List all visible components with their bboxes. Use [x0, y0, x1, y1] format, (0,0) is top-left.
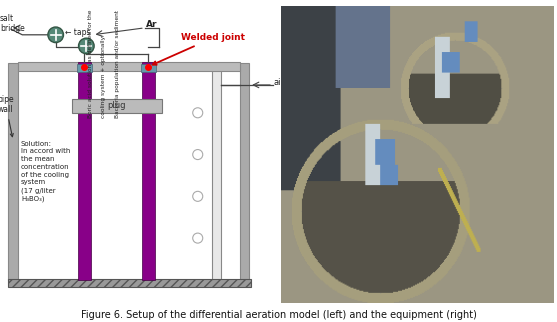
Circle shape	[48, 27, 63, 43]
Text: Ar: Ar	[146, 20, 158, 29]
Circle shape	[79, 38, 94, 54]
Bar	[141, 64, 156, 72]
Text: Boric acid solution as defined for the: Boric acid solution as defined for the	[88, 10, 93, 118]
Text: Welded joint: Welded joint	[153, 33, 245, 65]
Bar	[8, 279, 251, 287]
Bar	[240, 63, 250, 280]
Bar	[77, 64, 92, 72]
Bar	[18, 62, 240, 71]
Text: pipe
wall: pipe wall	[0, 95, 14, 137]
Text: salt
bridge: salt bridge	[0, 14, 25, 33]
Text: Bacteria population and/or sediment: Bacteria population and/or sediment	[115, 10, 120, 118]
Bar	[72, 99, 162, 113]
Bar	[142, 62, 155, 280]
Text: Figure 6. Setup of the differential aeration model (left) and the equipment (rig: Figure 6. Setup of the differential aera…	[81, 310, 476, 320]
Bar	[212, 63, 222, 280]
Text: ← taps: ← taps	[66, 27, 91, 36]
Bar	[18, 71, 240, 280]
Text: Solution:
In accord with
the mean
concentration
of the cooling
system
(17 g/lite: Solution: In accord with the mean concen…	[21, 141, 70, 202]
Bar	[78, 62, 91, 280]
Bar	[8, 63, 18, 280]
Text: plug: plug	[108, 101, 126, 110]
Text: air: air	[273, 78, 285, 87]
Text: cooling system + optionally:: cooling system + optionally:	[101, 34, 106, 118]
